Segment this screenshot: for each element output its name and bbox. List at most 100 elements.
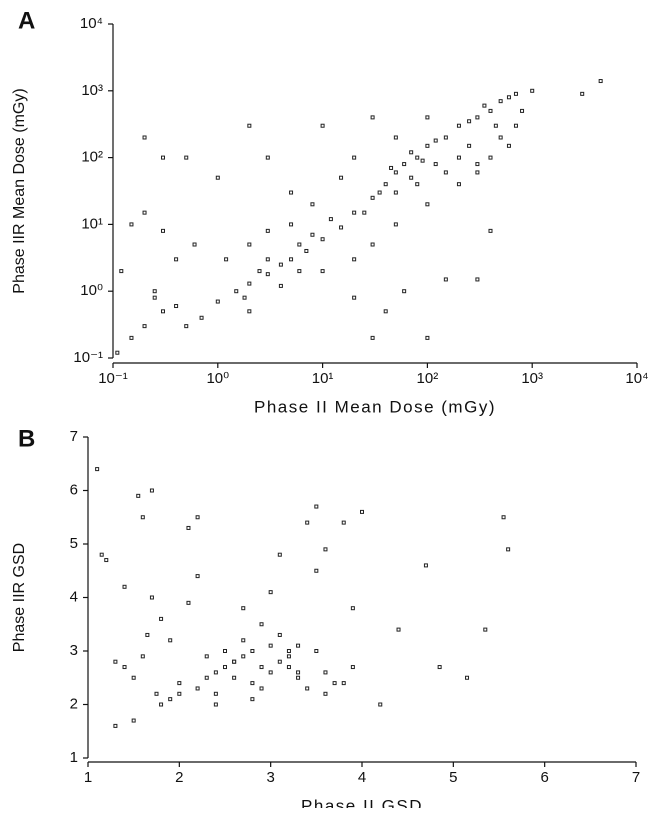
point	[204, 654, 209, 659]
point	[501, 515, 506, 520]
y-tick-label: 6	[70, 481, 78, 498]
point	[161, 228, 166, 233]
point	[140, 515, 145, 520]
x-tick-label: 10¹	[312, 370, 334, 387]
point	[296, 670, 301, 675]
point	[409, 175, 414, 180]
point	[475, 170, 480, 175]
point	[204, 675, 209, 680]
point	[475, 162, 480, 167]
point	[465, 675, 470, 680]
x-tick-label: 10²	[417, 370, 439, 387]
point	[296, 675, 301, 680]
x-tick-label: 10⁻¹	[98, 370, 128, 387]
point	[286, 665, 291, 670]
point	[265, 272, 270, 277]
y-tick-label: 10⁰	[80, 282, 103, 299]
point	[425, 335, 430, 340]
x-axis-title: Phase II GSD	[301, 796, 423, 808]
point	[154, 691, 159, 696]
point	[443, 170, 448, 175]
point	[242, 295, 247, 300]
point	[352, 295, 357, 300]
point	[149, 488, 154, 493]
point	[131, 675, 136, 680]
point	[498, 135, 503, 140]
point	[433, 162, 438, 167]
point	[383, 182, 388, 187]
y-tick-label: 2	[70, 695, 78, 712]
point	[174, 304, 179, 309]
y-tick-label: 1	[70, 749, 78, 766]
point	[415, 182, 420, 187]
x-tick-label: 6	[540, 769, 548, 786]
point	[304, 248, 309, 253]
point	[277, 659, 282, 664]
point	[265, 228, 270, 233]
point	[184, 155, 189, 160]
point	[213, 702, 218, 707]
panel-label: A	[18, 7, 35, 34]
point	[467, 143, 472, 148]
point	[370, 242, 375, 247]
point	[268, 670, 273, 675]
point	[215, 175, 220, 180]
point	[393, 170, 398, 175]
point	[113, 659, 118, 664]
point	[352, 210, 357, 215]
point	[580, 91, 585, 96]
point	[247, 281, 252, 286]
point	[341, 520, 346, 525]
point	[168, 638, 173, 643]
point	[456, 123, 461, 128]
point	[192, 242, 197, 247]
point	[389, 165, 394, 170]
point	[475, 115, 480, 120]
point	[289, 190, 294, 195]
point	[314, 504, 319, 509]
y-tick-label: 4	[70, 588, 78, 605]
point	[314, 568, 319, 573]
point	[136, 493, 141, 498]
point	[195, 574, 200, 579]
point	[352, 257, 357, 262]
point	[213, 691, 218, 696]
point	[488, 155, 493, 160]
point	[393, 190, 398, 195]
point	[250, 697, 255, 702]
point	[378, 702, 383, 707]
point	[268, 590, 273, 595]
x-tick-label: 7	[632, 769, 640, 786]
point	[320, 269, 325, 274]
x-tick-label: 10³	[521, 370, 543, 387]
point	[195, 686, 200, 691]
x-tick-label: 10⁴	[625, 370, 648, 387]
point	[286, 654, 291, 659]
point	[186, 525, 191, 530]
point	[259, 622, 264, 627]
point	[310, 232, 315, 237]
point	[278, 262, 283, 267]
point	[152, 295, 157, 300]
point	[456, 182, 461, 187]
point	[250, 681, 255, 686]
point	[513, 91, 518, 96]
point	[328, 217, 333, 222]
point	[305, 520, 310, 525]
point	[370, 335, 375, 340]
point	[184, 324, 189, 329]
point	[289, 257, 294, 262]
y-tick-label: 10²	[81, 149, 103, 166]
point	[437, 665, 442, 670]
point	[286, 649, 291, 653]
point	[129, 335, 134, 340]
point	[402, 289, 407, 294]
point	[297, 242, 302, 247]
point	[409, 150, 414, 155]
point	[475, 277, 480, 282]
point	[161, 155, 166, 160]
point	[598, 79, 603, 84]
point	[115, 350, 120, 355]
point	[241, 654, 246, 659]
point	[314, 649, 319, 653]
